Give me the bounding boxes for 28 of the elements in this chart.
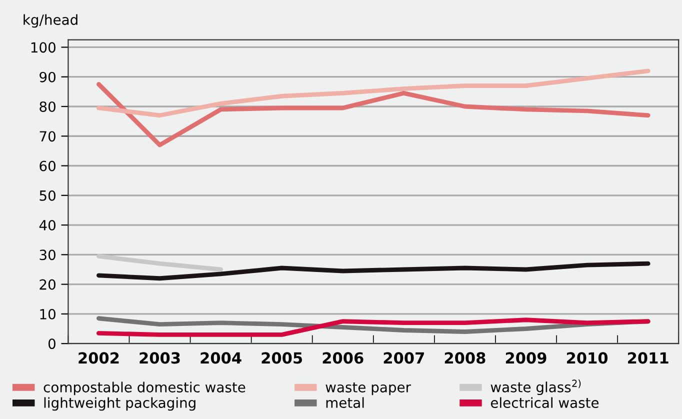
y-tick-label: 100 xyxy=(31,42,56,53)
y-tick-label: 0 xyxy=(48,338,56,350)
x-tick-label: 2006 xyxy=(322,352,364,364)
legend-label: lightweight packaging xyxy=(44,397,196,411)
legend-label: compostable domestic waste xyxy=(44,382,246,396)
x-tick-label: 2002 xyxy=(78,352,119,364)
legend-label: waste paper xyxy=(326,382,412,396)
legend-label: electrical waste xyxy=(490,397,599,408)
y-tick-label: 60 xyxy=(40,160,56,172)
x-tick-label: 2007 xyxy=(384,352,424,364)
x-tick-label: 2003 xyxy=(140,352,180,364)
y-tick-label: 50 xyxy=(40,190,56,201)
y-axis-title: kg/head xyxy=(24,14,78,28)
x-tick-label: 2005 xyxy=(262,352,302,364)
x-tick-label: 2008 xyxy=(444,352,486,364)
y-tick-label: 20 xyxy=(40,279,56,290)
y-tick-label: 70 xyxy=(40,131,56,142)
y-tick-label: 40 xyxy=(39,220,56,231)
x-tick-label: 2010 xyxy=(566,352,608,364)
legend-label: waste glass$^{2)}$ xyxy=(490,379,581,396)
y-tick-label: 80 xyxy=(40,101,56,112)
y-tick-label: 30 xyxy=(40,250,56,260)
x-tick-label: 2009 xyxy=(506,352,546,364)
x-tick-label: 2004 xyxy=(200,352,242,364)
y-tick-label: 10 xyxy=(40,308,56,320)
legend-label: metal xyxy=(326,397,364,408)
x-tick-label: 2011 xyxy=(628,352,668,364)
y-tick-label: 90 xyxy=(40,72,56,82)
